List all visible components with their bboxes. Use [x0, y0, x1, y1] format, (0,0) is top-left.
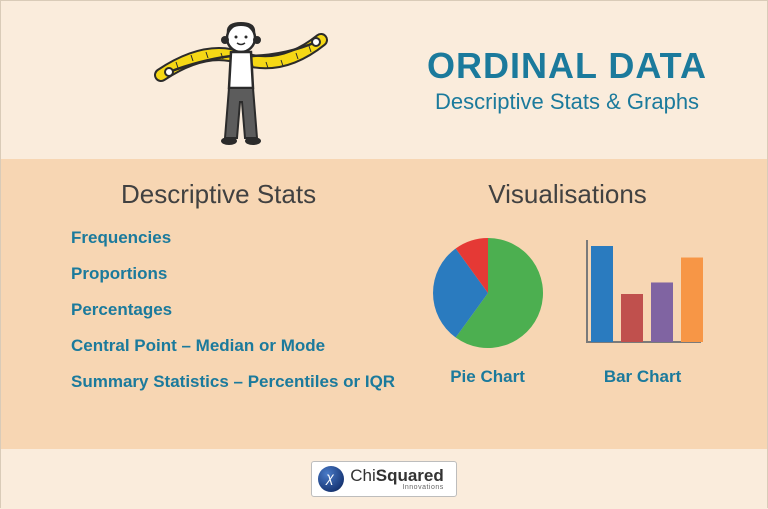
- list-item: Central Point – Median or Mode: [71, 336, 398, 356]
- brand-name: ChiSquared: [350, 467, 444, 484]
- content-band: Descriptive Stats Frequencies Proportion…: [1, 159, 767, 449]
- brand-logo: ChiSquared Innovations: [311, 461, 457, 497]
- list-item: Percentages: [71, 300, 398, 320]
- list-item: Frequencies: [71, 228, 398, 248]
- stats-heading: Descriptive Stats: [121, 179, 398, 210]
- brand-part2: Squared: [376, 466, 444, 485]
- bar-chart-item: Bar Chart: [583, 238, 703, 387]
- pie-chart-item: Pie Chart: [433, 238, 543, 387]
- footer-section: ChiSquared Innovations: [1, 449, 767, 509]
- brand-tagline: Innovations: [350, 484, 444, 491]
- title-block: ORDINAL DATA Descriptive Stats & Graphs: [427, 45, 737, 115]
- bar-chart-label: Bar Chart: [583, 367, 703, 387]
- person-tape-measure-illustration: [151, 10, 331, 150]
- brand-text-wrap: ChiSquared Innovations: [350, 467, 444, 491]
- pie-chart-label: Pie Chart: [433, 367, 543, 387]
- chi-ball-icon: [318, 466, 344, 492]
- list-item: Proportions: [71, 264, 398, 284]
- visualisations-column: Visualisations Pie Chart Bar Chart: [398, 179, 737, 434]
- bar-chart-icon: [583, 238, 703, 348]
- stats-list: Frequencies Proportions Percentages Cent…: [71, 228, 398, 392]
- page-subtitle: Descriptive Stats & Graphs: [427, 89, 707, 115]
- brand-part1: Chi: [350, 466, 376, 485]
- list-item: Summary Statistics – Percentiles or IQR: [71, 372, 398, 392]
- pie-chart-icon: [433, 238, 543, 348]
- header-section: ORDINAL DATA Descriptive Stats & Graphs: [1, 1, 767, 159]
- charts-row: Pie Chart Bar Chart: [433, 238, 703, 387]
- visualisations-heading: Visualisations: [488, 179, 647, 210]
- page-title: ORDINAL DATA: [427, 45, 707, 87]
- descriptive-stats-column: Descriptive Stats Frequencies Proportion…: [31, 179, 398, 434]
